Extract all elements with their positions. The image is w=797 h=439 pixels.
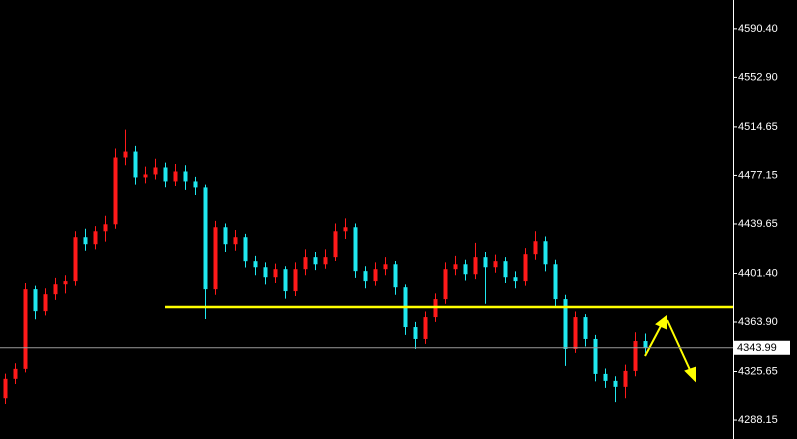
candle-body <box>493 261 498 268</box>
candle-body <box>383 264 388 270</box>
y-tick-label: 4477.15 <box>738 169 778 181</box>
candle-body <box>243 237 248 262</box>
candle-body <box>23 289 28 369</box>
candle-body <box>183 171 188 182</box>
y-tick-label: 4590.40 <box>738 23 778 35</box>
candle-body <box>573 317 578 349</box>
candle-body <box>213 227 218 290</box>
candle-body <box>163 167 168 182</box>
candle-body <box>363 271 368 282</box>
candle-body <box>13 368 18 379</box>
candle-body <box>643 341 648 348</box>
candle-body <box>613 380 618 387</box>
candle-body <box>373 269 378 282</box>
candle-body <box>563 299 568 349</box>
candle-body <box>543 241 548 265</box>
candle-body <box>103 224 108 232</box>
candle-body <box>193 181 198 188</box>
candle-body <box>313 257 318 265</box>
candle-body <box>623 370 628 387</box>
candle-body <box>343 227 348 232</box>
y-tick-label: 4288.15 <box>738 414 778 426</box>
candle-body <box>393 264 398 288</box>
arrow-head <box>684 366 696 383</box>
candle-body <box>253 261 258 268</box>
arrow-up <box>644 323 663 357</box>
candle-body <box>233 237 238 245</box>
candle-body <box>273 269 278 278</box>
arrow-down <box>666 319 692 373</box>
candle-body <box>323 257 328 265</box>
candle-body <box>503 261 508 278</box>
candle-body <box>513 277 518 282</box>
candle-body <box>33 289 38 312</box>
candle-body <box>303 257 308 270</box>
plot-area <box>3 129 733 405</box>
y-tick-label: 4514.65 <box>738 121 778 133</box>
y-tick-label: 4325.65 <box>738 365 778 377</box>
candle-body <box>473 257 478 275</box>
candle-body <box>603 373 608 381</box>
candle-body <box>83 237 88 245</box>
candle-body <box>333 231 338 258</box>
current-price-label: 4343.99 <box>737 342 777 354</box>
candle-body <box>93 231 98 245</box>
candle-body <box>133 151 138 178</box>
candle-body <box>63 281 68 285</box>
candle-body <box>353 227 358 272</box>
candle-body <box>113 157 118 225</box>
candle-body <box>173 171 178 182</box>
candle-body <box>283 269 288 292</box>
candle-body <box>483 257 488 268</box>
candle-body <box>123 151 128 158</box>
candle-body <box>413 327 418 339</box>
y-tick-label: 4552.90 <box>738 71 778 83</box>
y-tick-label: 4363.90 <box>738 316 778 328</box>
y-tick-label: 4439.65 <box>738 218 778 230</box>
candle-body <box>593 338 598 374</box>
candle-body <box>583 317 588 339</box>
candle-body <box>633 341 638 371</box>
candle-body <box>263 267 268 278</box>
candle-body <box>223 227 228 245</box>
candle-body <box>53 284 58 295</box>
candle-body <box>463 264 468 275</box>
candle-body <box>153 167 158 175</box>
candle-body <box>533 241 538 255</box>
candle-body <box>423 317 428 339</box>
candle-body <box>293 269 298 292</box>
candle-body <box>43 294 48 312</box>
candle-body <box>443 269 448 300</box>
candle-body <box>3 378 8 399</box>
trend-arrows <box>644 314 696 383</box>
current-price-box <box>734 340 790 355</box>
candle-body <box>553 264 558 300</box>
candle-body <box>143 174 148 178</box>
arrow-head <box>655 314 667 330</box>
candle-body <box>73 237 78 282</box>
y-tick-label: 4401.40 <box>738 267 778 279</box>
candle-body <box>523 254 528 282</box>
candle-body <box>453 264 458 270</box>
candle-body <box>203 187 208 290</box>
